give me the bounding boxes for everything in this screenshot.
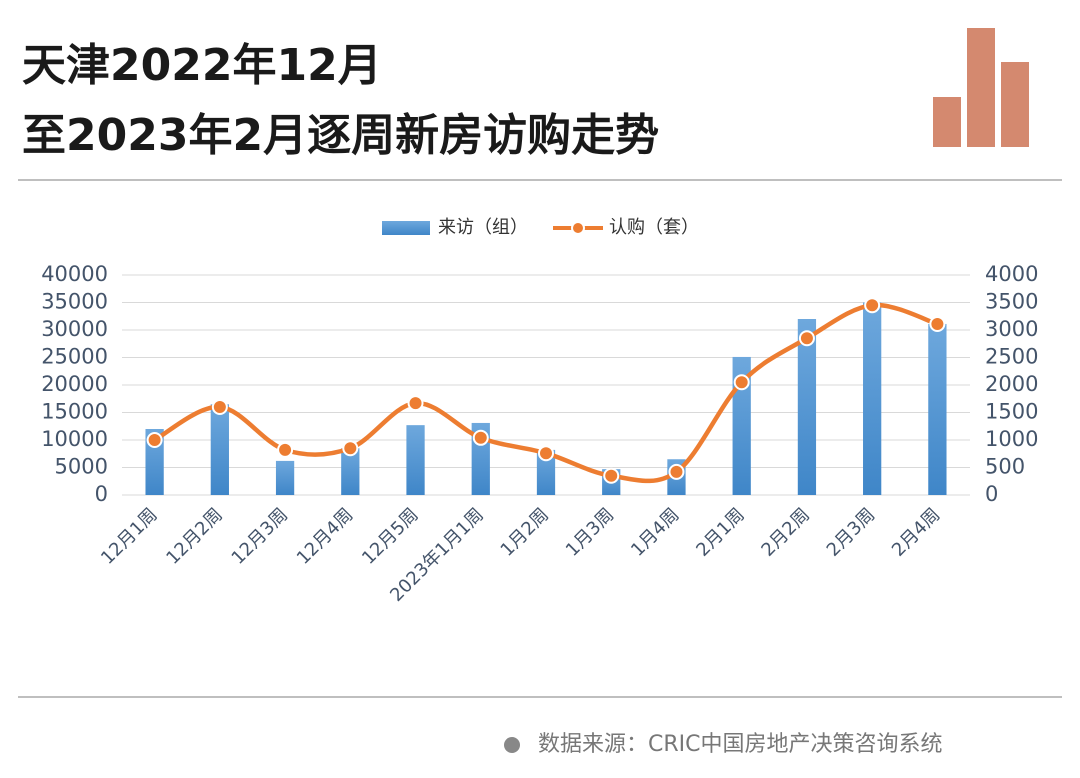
line-marker — [146, 432, 163, 448]
y2-tick-label: 500 — [985, 455, 1025, 479]
y-tick-label: 15000 — [41, 400, 108, 424]
y-tick-label: 5000 — [55, 455, 108, 479]
bar — [210, 404, 229, 495]
x-tick-label: 12月1周 — [97, 504, 162, 569]
bar — [536, 449, 556, 495]
y-tick-label: 30000 — [41, 317, 108, 341]
y2-tick-label: 2000 — [985, 372, 1038, 396]
bar — [863, 302, 882, 495]
x-tick-label: 12月3周 — [228, 504, 293, 569]
y-tick-label: 40000 — [41, 262, 108, 286]
bar — [406, 425, 425, 495]
legend-swatch — [382, 221, 430, 235]
y-tick-label: 10000 — [41, 427, 108, 451]
y2-tick-label: 2500 — [985, 345, 1038, 369]
x-tick-label: 1月4周 — [627, 504, 684, 561]
y2-tick-label: 0 — [985, 482, 998, 506]
line-marker — [929, 315, 946, 332]
x-tick-label: 12月4周 — [293, 504, 358, 569]
y2-tick-label: 4000 — [985, 262, 1038, 286]
x-tick-label: 2月1周 — [692, 504, 749, 561]
line-marker — [668, 463, 685, 480]
source-bullet — [504, 737, 520, 753]
legend-label: 来访（组） — [438, 217, 528, 238]
line-marker — [277, 441, 294, 458]
chart-title: 天津2022年12月 — [22, 40, 382, 91]
source: 数据来源：CRIC中国房地产决策咨询系统 — [538, 732, 943, 757]
x-tick-label: 1月3周 — [562, 504, 619, 561]
y-tick-label: 0 — [95, 482, 108, 506]
legend-label: 认购（套） — [609, 217, 699, 238]
x-tick-label: 12月5周 — [358, 504, 423, 569]
y-tick-label: 20000 — [41, 372, 108, 396]
line-marker — [342, 440, 359, 457]
line-marker — [798, 330, 815, 347]
x-tick-label: 1月2周 — [497, 504, 554, 561]
bar — [341, 448, 360, 495]
y-tick-label: 35000 — [41, 290, 108, 314]
x-tick-label: 12月2周 — [162, 504, 227, 569]
y2-tick-label: 3500 — [985, 290, 1038, 314]
y2-tick-label: 1500 — [985, 400, 1038, 424]
y2-tick-label: 1000 — [985, 427, 1038, 451]
x-tick-label: 2月2周 — [757, 504, 814, 561]
line-marker — [407, 395, 424, 412]
chart-title: 至2023年2月逐周新房访购走势 — [22, 110, 659, 161]
line-marker — [211, 399, 228, 415]
line-marker — [472, 429, 489, 446]
line-marker — [864, 297, 881, 314]
logo-icon — [933, 28, 1029, 147]
bar — [797, 319, 817, 495]
x-tick-label: 2月3周 — [823, 504, 880, 561]
legend-swatch — [571, 221, 585, 235]
line-marker — [538, 445, 554, 462]
y-tick-label: 25000 — [41, 345, 108, 369]
y2-tick-label: 3000 — [985, 317, 1038, 341]
line-marker — [733, 374, 750, 391]
bar — [275, 460, 295, 495]
x-tick-label: 2月4周 — [888, 504, 945, 561]
bar — [928, 323, 947, 495]
bar — [732, 356, 751, 495]
line-marker — [603, 467, 620, 484]
